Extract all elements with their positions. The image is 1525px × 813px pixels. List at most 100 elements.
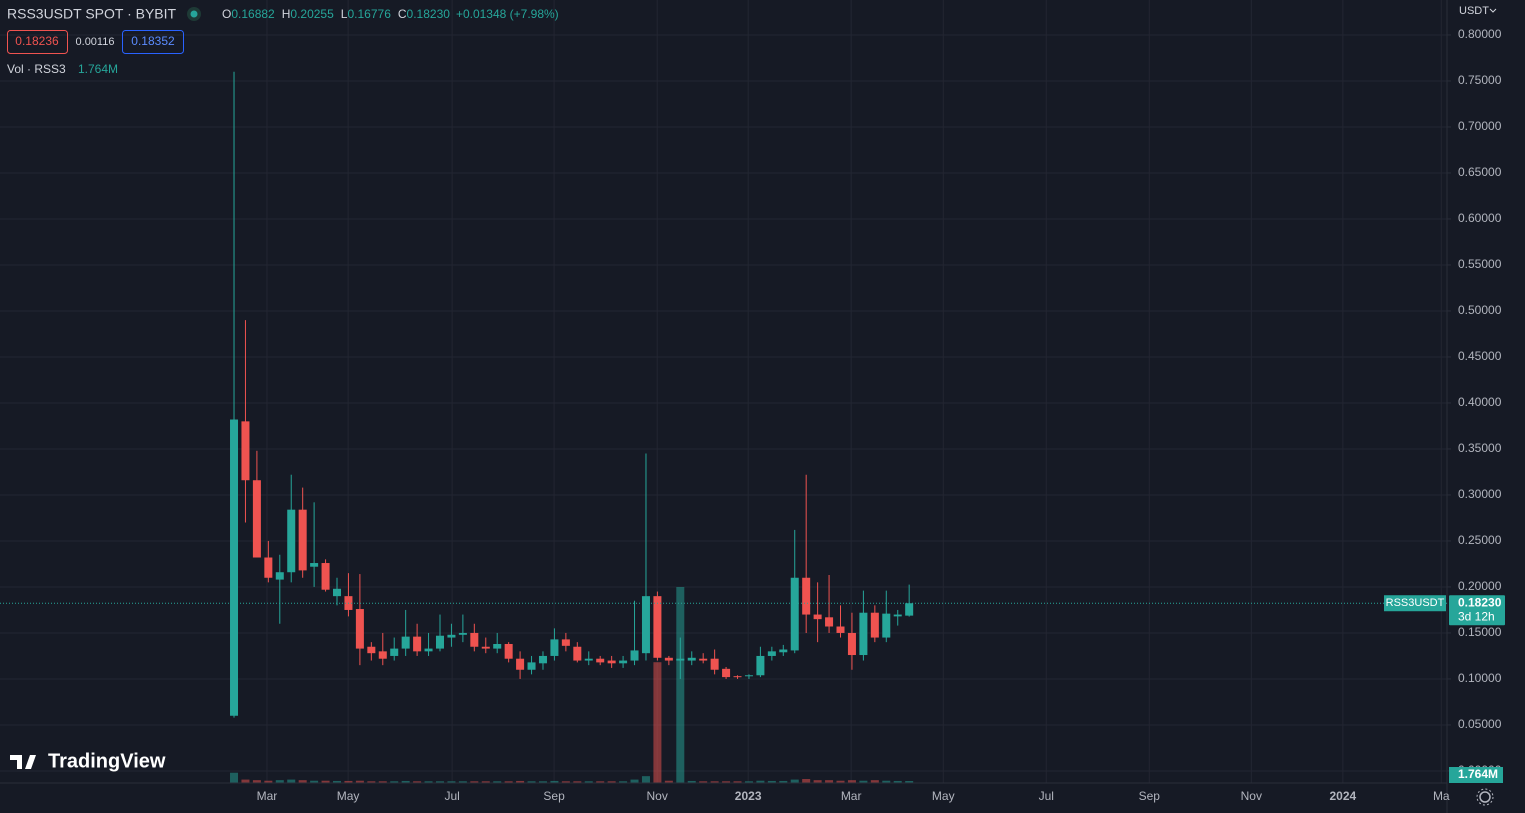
gear[interactable] xyxy=(1479,791,1491,803)
x-tick-label: Sep xyxy=(1139,789,1161,803)
candle-body xyxy=(230,419,239,716)
volume-bar xyxy=(481,781,490,783)
grid xyxy=(0,0,1447,783)
volume-bar xyxy=(493,781,502,783)
volume-bar xyxy=(733,781,742,783)
x-tick-label: Jul xyxy=(444,789,459,803)
volume-bar xyxy=(687,780,696,783)
x-tick-label: 2023 xyxy=(735,789,762,803)
volume-bar xyxy=(893,780,902,783)
x-tick-label: Ma xyxy=(1433,789,1450,803)
settings-icon[interactable] xyxy=(1476,788,1494,806)
spread: 0.00116 xyxy=(76,36,115,48)
volume-bar xyxy=(413,781,422,783)
ohlc-value: 0.16776 xyxy=(347,7,391,21)
volume-bar xyxy=(744,781,753,783)
volume-bar xyxy=(630,779,639,783)
gear-teeth xyxy=(1476,788,1494,806)
candle-body xyxy=(355,609,364,649)
candle-body xyxy=(413,636,422,652)
candle-body xyxy=(458,632,467,635)
market-status-dot xyxy=(190,10,198,18)
candle-body xyxy=(630,650,639,661)
candle-body xyxy=(710,658,719,670)
volume-bar xyxy=(802,779,811,783)
y-tick-label: 0.55000 xyxy=(1458,257,1502,271)
volume-value: 1.764M xyxy=(78,62,118,76)
candle-body xyxy=(756,655,765,676)
x-tick-label: 2024 xyxy=(1330,789,1357,803)
ohlc-key: H xyxy=(282,7,291,21)
candle-body xyxy=(538,655,547,664)
countdown: 3d 12h xyxy=(1458,609,1495,623)
volume-bar xyxy=(825,780,834,783)
volume-bar xyxy=(561,781,570,783)
candle-body xyxy=(699,658,708,661)
candle-body xyxy=(687,657,696,661)
x-tick-label: Mar xyxy=(841,789,862,803)
price-badge xyxy=(1449,595,1505,626)
ohlc-value: 0.20255 xyxy=(290,7,334,21)
volume-bar xyxy=(230,772,239,783)
candle-body xyxy=(470,632,479,647)
volume-title: Vol · RSS3 xyxy=(7,62,66,76)
candle-body xyxy=(310,563,319,567)
ask-box[interactable] xyxy=(122,30,184,54)
volume-bar xyxy=(882,780,891,783)
candle-body xyxy=(733,676,742,678)
candle-body xyxy=(287,509,296,573)
candle-body xyxy=(882,613,891,638)
y-tick-label: 0.40000 xyxy=(1458,395,1502,409)
volume-bar xyxy=(653,662,662,783)
x-tick-label: Nov xyxy=(647,789,668,803)
volume-bar xyxy=(710,781,719,783)
currency-caret xyxy=(1489,8,1497,13)
y-tick-label: 0.05000 xyxy=(1458,717,1502,731)
x-tick-label: Mar xyxy=(257,789,278,803)
volume-bar xyxy=(424,781,433,783)
candle-body xyxy=(905,603,914,616)
candle-body xyxy=(573,646,582,661)
volume-bar xyxy=(813,780,822,783)
candle-body xyxy=(493,643,502,649)
candle-body xyxy=(424,648,433,652)
volume-bar xyxy=(310,780,319,783)
candle-body xyxy=(767,651,776,656)
volume-pane xyxy=(230,587,914,783)
candle-body xyxy=(435,635,444,649)
y-tick-label: 0.30000 xyxy=(1458,487,1502,501)
candle-body xyxy=(367,646,376,654)
volume-bar xyxy=(252,780,261,783)
candle-body xyxy=(401,636,410,649)
x-tick-label: May xyxy=(337,789,360,803)
y-tick-label: 0.10000 xyxy=(1458,671,1502,685)
candle-body xyxy=(481,646,490,649)
bid-price: 0.18236 xyxy=(15,34,59,48)
y-tick-label: 0.20000 xyxy=(1458,579,1502,593)
x-tick-label: May xyxy=(932,789,955,803)
volume-badge-text: 1.764M xyxy=(1458,767,1498,781)
volume-bar xyxy=(905,780,914,783)
volume-bar xyxy=(859,780,868,783)
candle-body xyxy=(275,572,284,580)
volume-bar xyxy=(435,781,444,783)
currency-selector[interactable]: USDT xyxy=(1459,5,1489,17)
volume-bar xyxy=(607,781,616,783)
volume-bar xyxy=(287,779,296,783)
candles xyxy=(230,71,914,718)
volume-bar xyxy=(836,780,845,783)
ohlc-key: L xyxy=(341,7,348,21)
volume-bar xyxy=(504,781,513,783)
tradingview-logo: TradingView xyxy=(10,750,166,772)
candle-body xyxy=(504,643,513,659)
candle-body xyxy=(836,626,845,633)
bid-box[interactable] xyxy=(7,30,68,54)
volume-bar xyxy=(722,781,731,783)
symbol-badge-text: RSS3USDT xyxy=(1386,597,1445,609)
ohlc-value: 0.16882 xyxy=(231,7,275,21)
y-tick-label: 0.50000 xyxy=(1458,303,1502,317)
volume-bar xyxy=(355,780,364,783)
volume-bar xyxy=(401,780,410,783)
candle-body xyxy=(802,577,811,615)
candle-body xyxy=(252,480,261,558)
